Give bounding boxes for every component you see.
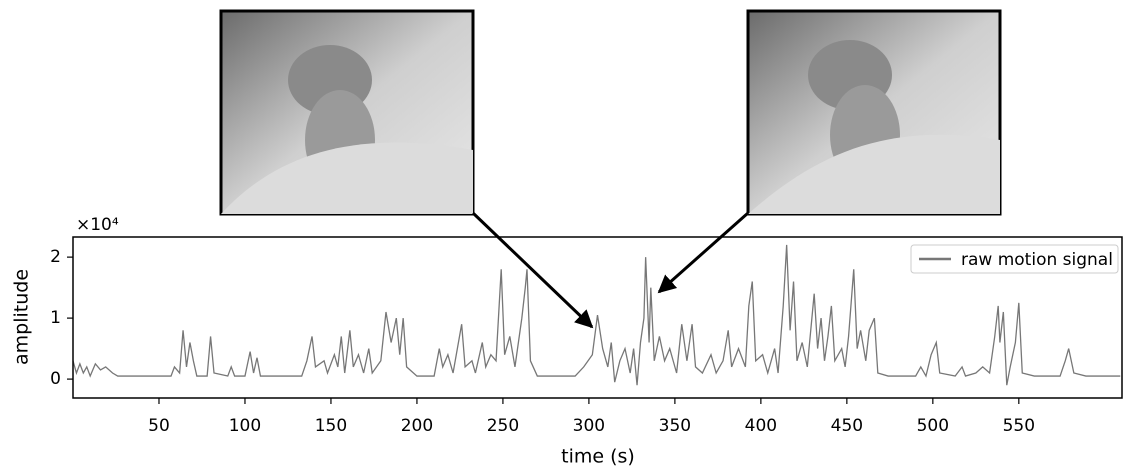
photo-right [746, 9, 1002, 216]
x-tick-label: 550 [1003, 416, 1035, 436]
x-tick-label: 400 [745, 416, 777, 436]
x-tick-label: 250 [487, 416, 519, 436]
x-tick-label: 500 [917, 416, 949, 436]
arrow [657, 211, 749, 294]
signal-line [72, 244, 1121, 386]
x-tick-label: 200 [401, 416, 433, 436]
x-tick-label: 350 [659, 416, 691, 436]
x-axis-label: time (s) [561, 446, 635, 468]
arrow [471, 211, 594, 329]
x-tick-label: 300 [573, 416, 605, 436]
y-axis-label: amplitude [11, 269, 33, 365]
x-tick-label: 100 [229, 416, 261, 436]
y-tick-label: 0 [50, 369, 61, 389]
x-tick-label: 150 [315, 416, 347, 436]
x-tick-label: 50 [148, 416, 170, 436]
legend-label: raw motion signal [961, 250, 1113, 270]
y-multiplier: ×10⁴ [76, 215, 119, 235]
plot: 50 100 150 200 250 300 350 400 450 500 550 0 1 2 raw m… [50, 236, 1123, 436]
axes-frame [72, 236, 1123, 399]
x-tick-label: 450 [831, 416, 863, 436]
photo-left [219, 9, 475, 216]
legend-box [910, 244, 1119, 274]
y-tick-label: 2 [50, 247, 61, 267]
y-tick-label: 1 [50, 308, 61, 328]
legend: raw motion signal [910, 244, 1119, 274]
